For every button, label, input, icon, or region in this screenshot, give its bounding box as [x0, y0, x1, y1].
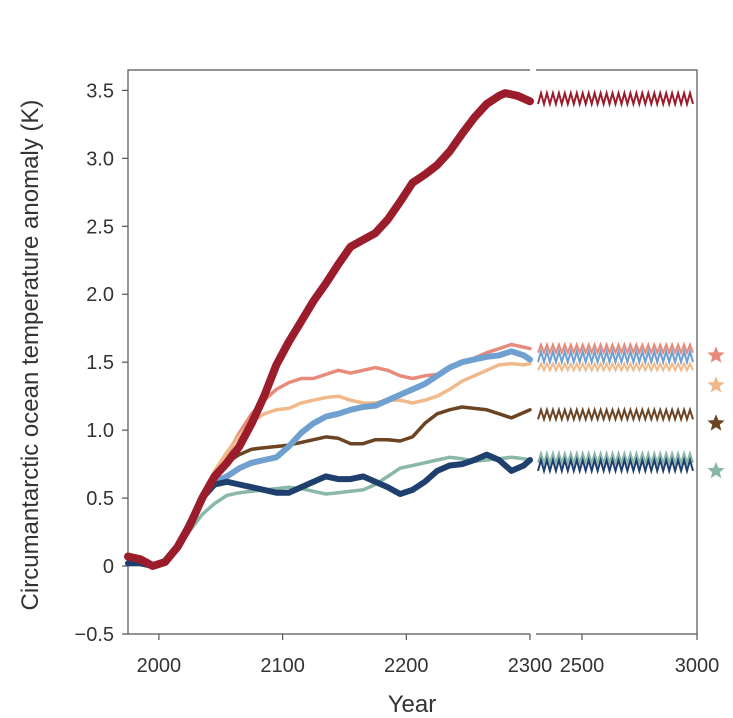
y-tick-label: 1.5: [86, 352, 114, 374]
y-axis-ticks: −0.5 0 0.5 1.0 1.5 2.0 2.5 3.0 3.5: [75, 80, 128, 646]
equilibrium-band-3: [537, 406, 694, 423]
y-tick-label: 3.5: [86, 80, 114, 102]
equilibrium-band-7: [537, 89, 694, 108]
right-panel-frame: [536, 69, 698, 635]
y-tick-label: 0: [103, 556, 114, 578]
plot-frame: [127, 69, 698, 635]
star-marker-3: [707, 414, 725, 431]
y-tick-label: 3.0: [86, 148, 114, 170]
series-line-3: [126, 405, 532, 568]
x-tick-label: 2500: [560, 655, 605, 677]
y-tick-label: 1.0: [86, 420, 114, 442]
x-tick-label: 2100: [260, 655, 305, 677]
equilibrium-bands: [537, 89, 694, 475]
series-lines: [124, 89, 534, 570]
x-tick-label: 2300: [508, 655, 553, 677]
series-line-6: [125, 451, 533, 569]
star-marker-1: [707, 346, 725, 363]
y-tick-label: 2.5: [86, 216, 114, 238]
y-axis-label: Circumantarctic ocean temperature anomal…: [17, 100, 44, 611]
x-tick-label: 2000: [137, 655, 182, 677]
equilibrium-band-4: [537, 449, 694, 467]
equilibrium-markers: [707, 346, 725, 479]
x-tick-label: 3000: [675, 655, 720, 677]
x-axis-ticks: 2000 2100 2200 2300 2500 3000: [137, 634, 720, 677]
star-marker-4: [707, 461, 725, 479]
equilibrium-band-1: [537, 341, 694, 356]
equilibrium-band-2: [537, 361, 694, 373]
equilibrium-band-5: [537, 347, 694, 367]
left-panel-frame: [127, 69, 530, 635]
x-tick-label: 2200: [384, 655, 429, 677]
x-axis-label: Year: [388, 691, 437, 718]
y-tick-label: 0.5: [86, 488, 114, 510]
y-tick-label: −0.5: [75, 624, 114, 646]
series-line-7: [124, 89, 534, 570]
y-tick-label: 2.0: [86, 284, 114, 306]
series-line-4: [126, 455, 532, 568]
star-marker-2: [707, 376, 725, 393]
equilibrium-band-6: [537, 456, 694, 475]
